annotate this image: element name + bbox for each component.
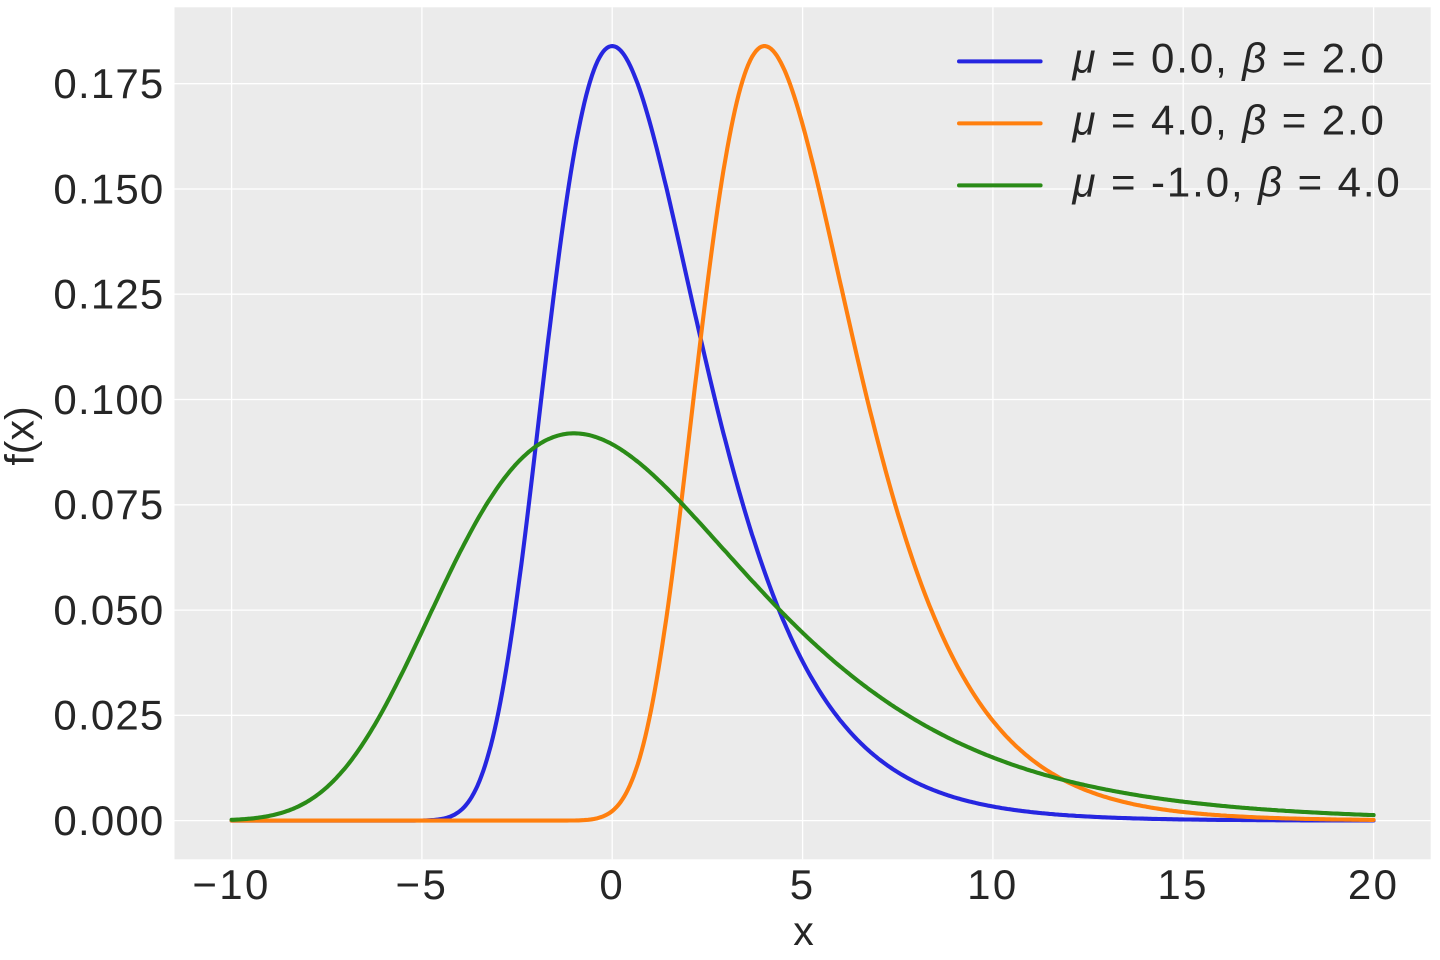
- svg-text:15: 15: [1157, 861, 1209, 908]
- svg-text:−5: −5: [396, 861, 449, 908]
- svg-text:μ = 0.0, β = 2.0: μ = 0.0, β = 2.0: [1072, 35, 1386, 82]
- svg-text:0.175: 0.175: [53, 60, 164, 107]
- svg-text:0: 0: [599, 861, 625, 908]
- svg-text:f(x): f(x): [0, 406, 42, 465]
- svg-text:0.125: 0.125: [53, 271, 164, 318]
- svg-text:10: 10: [967, 861, 1019, 908]
- svg-text:−10: −10: [192, 861, 270, 908]
- svg-text:20: 20: [1348, 861, 1400, 908]
- svg-text:0.100: 0.100: [53, 376, 164, 423]
- svg-text:0.025: 0.025: [53, 692, 164, 739]
- svg-text:0.000: 0.000: [53, 797, 164, 844]
- svg-text:0.150: 0.150: [53, 165, 164, 212]
- svg-text:μ = -1.0, β = 4.0: μ = -1.0, β = 4.0: [1072, 159, 1402, 206]
- svg-text:0.050: 0.050: [53, 587, 164, 634]
- svg-text:μ = 4.0, β = 2.0: μ = 4.0, β = 2.0: [1072, 97, 1386, 144]
- svg-text:5: 5: [790, 861, 816, 908]
- svg-text:0.075: 0.075: [53, 481, 164, 528]
- svg-text:x: x: [793, 908, 814, 954]
